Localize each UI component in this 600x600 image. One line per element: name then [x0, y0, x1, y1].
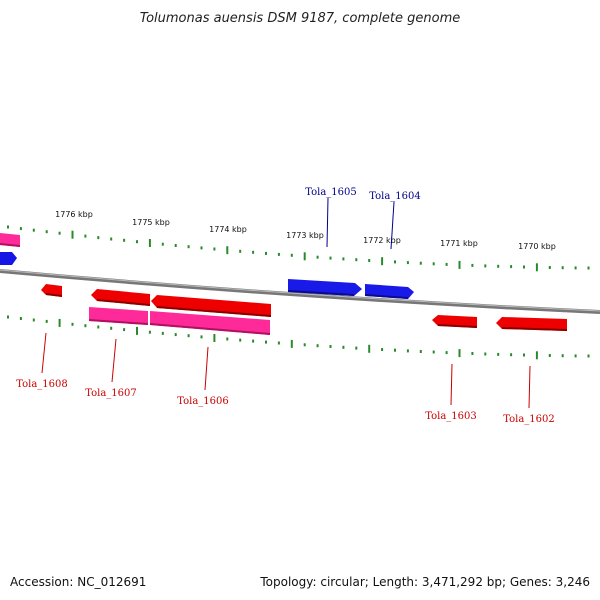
- genome-backbone-highlight: [0, 269, 600, 312]
- accession-label: Accession: NC_012691: [10, 575, 146, 589]
- gene-tola-1607[interactable]: [91, 289, 150, 306]
- scale-ticks-upper: [7, 225, 590, 272]
- scale-label-1771: 1771 kbp: [440, 239, 478, 248]
- leader-tola-1605: [326, 197, 329, 248]
- leader-tola-1604: [390, 201, 395, 250]
- scale-label-1770: 1770 kbp: [518, 242, 556, 251]
- gene-tola-1606[interactable]: [151, 295, 271, 317]
- gene-tola-1608[interactable]: [41, 284, 62, 297]
- gene-tola-1603[interactable]: [432, 315, 477, 328]
- genome-backbone: [0, 269, 600, 314]
- gene-tola-1607-pink[interactable]: [89, 307, 148, 325]
- scale-label-1773: 1773 kbp: [286, 231, 324, 240]
- scale-label-1775: 1775 kbp: [132, 218, 170, 227]
- gene-label-tola-1602[interactable]: Tola_1602: [503, 414, 555, 425]
- scale-label-1772: 1772 kbp: [363, 236, 401, 245]
- scale-ticks-lower: [7, 315, 590, 360]
- scale-label-1774: 1774 kbp: [209, 225, 247, 234]
- gene-label-tola-1603[interactable]: Tola_1603: [425, 411, 477, 422]
- gene-label-tola-1605[interactable]: Tola_1605: [305, 187, 357, 198]
- gene-tola-1604[interactable]: [365, 284, 414, 299]
- leader-tola-1603: [450, 363, 453, 406]
- topology-label: Topology: circular; Length: 3,471,292 bp…: [259, 575, 590, 589]
- map-title: Tolumonas auensis DSM 9187, complete gen…: [140, 11, 461, 26]
- gene-left-edge-pink[interactable]: [0, 233, 20, 247]
- leader-tola-1607: [111, 338, 117, 383]
- scale-label-1776: 1776 kbp: [55, 210, 93, 219]
- gene-label-tola-1607[interactable]: Tola_1607: [85, 388, 137, 399]
- leader-tola-1602: [528, 365, 531, 409]
- leader-tola-1606: [204, 346, 209, 391]
- leader-tola-1608: [41, 332, 47, 374]
- gene-label-tola-1608[interactable]: Tola_1608: [16, 379, 68, 390]
- gene-tola-1606-pink[interactable]: [150, 311, 270, 335]
- gene-tola-1602[interactable]: [496, 317, 567, 331]
- gene-tola-1605[interactable]: [288, 279, 362, 296]
- gene-label-tola-1604[interactable]: Tola_1604: [369, 191, 421, 202]
- gene-left-edge-forward[interactable]: [0, 252, 17, 265]
- gene-label-tola-1606[interactable]: Tola_1606: [177, 396, 229, 407]
